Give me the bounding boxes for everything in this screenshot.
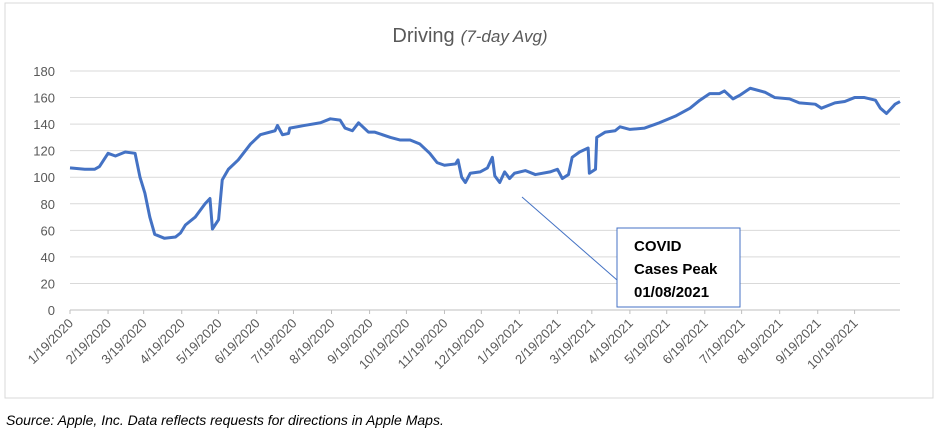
grid: 0 20 40 60 80 100 120 140 160 180 (33, 64, 900, 318)
y-tick-label: 140 (33, 117, 55, 132)
chart-border (4, 2, 934, 399)
annotation-text: COVID (634, 238, 682, 255)
chart-title-group: Driving (7-day Avg) (392, 25, 547, 47)
y-tick-label: 20 (41, 276, 55, 291)
annotation-leader (521, 196, 618, 281)
annotation-box (616, 227, 741, 308)
y-tick-label: 0 (48, 303, 55, 318)
chart-subtitle: (7-day Avg) (461, 27, 548, 46)
y-tick-label: 180 (33, 64, 55, 79)
chart-title: Driving (392, 25, 454, 47)
y-tick-label: 120 (33, 144, 55, 159)
y-tick-label: 40 (41, 250, 55, 265)
y-tick-label: 160 (33, 91, 55, 106)
annotation-text: 01/08/2021 (634, 284, 709, 301)
y-tick-label: 80 (41, 197, 55, 212)
y-tick-label: 100 (33, 170, 55, 185)
annotation: COVID Cases Peak 01/08/2021 (634, 238, 718, 301)
y-tick-label: 60 (41, 223, 55, 238)
plot (69, 86, 901, 240)
source-note: Source: Apple, Inc. Data reflects reques… (6, 412, 444, 428)
data-line (69, 86, 901, 240)
annotation-text: Cases Peak (634, 261, 718, 278)
